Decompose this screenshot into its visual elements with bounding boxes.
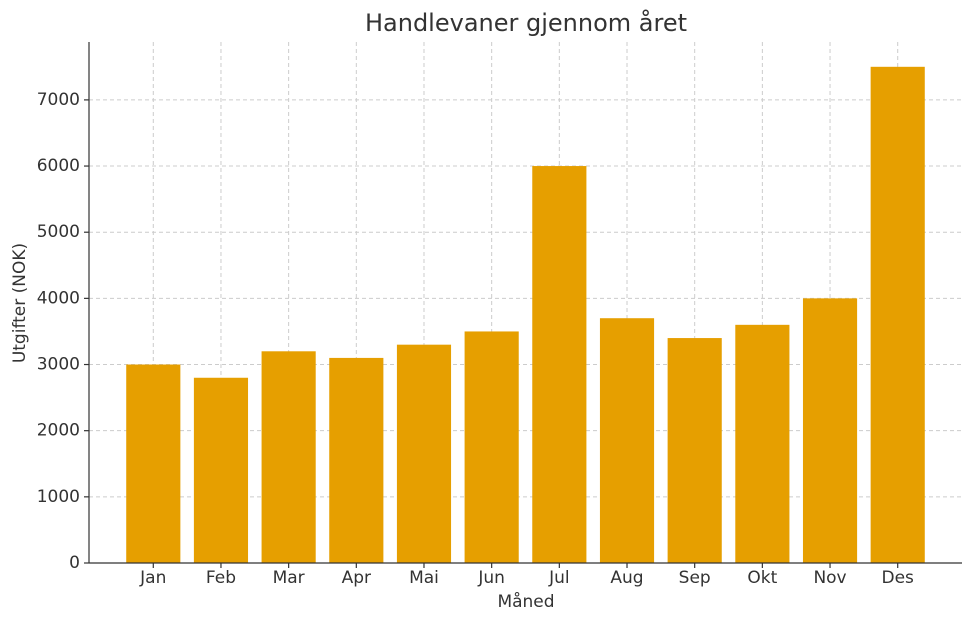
chart-title: Handlevaner gjennom året	[365, 8, 687, 37]
x-tick-label: Jun	[477, 568, 505, 588]
x-tick-label: Jan	[139, 568, 166, 588]
bar	[532, 166, 587, 564]
bar	[193, 377, 249, 563]
bar	[329, 357, 384, 563]
bar	[599, 318, 655, 563]
x-tick-label: Aug	[610, 568, 643, 588]
x-tick-label: Sep	[679, 568, 711, 588]
x-tick-label: Nov	[813, 568, 846, 588]
y-tick-label: 1000	[37, 487, 80, 507]
y-tick-label: 4000	[37, 288, 80, 308]
x-axis-label: Måned	[497, 591, 554, 612]
y-tick-label: 7000	[37, 90, 80, 110]
x-tick-label: Jul	[548, 568, 570, 588]
bar	[261, 351, 316, 563]
bar	[667, 338, 722, 563]
y-tick-label: 0	[69, 553, 80, 573]
bar	[735, 324, 790, 563]
y-axis-label: Utgifter (NOK)	[10, 243, 30, 363]
bar	[464, 331, 519, 563]
y-tick-label: 2000	[37, 421, 80, 441]
bar	[870, 66, 925, 564]
x-tick-label: Mai	[409, 568, 439, 588]
bar	[802, 298, 858, 563]
bar	[126, 364, 181, 563]
x-tick-label: Mar	[273, 568, 305, 588]
x-tick-label: Des	[882, 568, 915, 588]
x-tick-label: Okt	[747, 568, 777, 588]
x-tick-label: Apr	[342, 568, 371, 588]
y-tick-label: 6000	[37, 156, 80, 176]
y-tick-label: 5000	[37, 222, 80, 242]
bar	[396, 344, 452, 563]
x-tick-label: Feb	[206, 568, 236, 588]
y-tick-label: 3000	[37, 355, 80, 375]
